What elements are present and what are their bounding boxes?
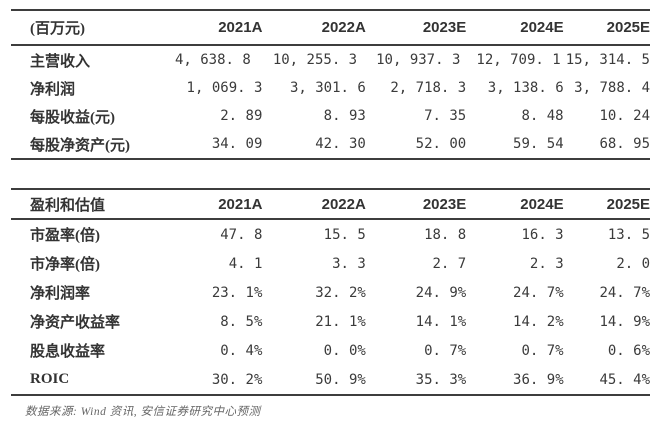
column-header-2023e: 2023E <box>422 195 467 213</box>
valuation-header-row: 盈利和估值 2021A 2022A 2023E 2024E 2025E <box>11 190 650 220</box>
cell-value: 4, 638. 8 <box>174 52 251 68</box>
cell-value: 3, 138. 6 <box>487 80 564 96</box>
financial-summary-table: (百万元) 2021A 2022A 2023E 2024E 2025E 主营收入… <box>11 9 650 160</box>
cell-value: 0. 7% <box>521 342 564 359</box>
table-row-net-margin: 净利润率 23. 1% 32. 2% 24. 9% 24. 7% 24. 7% <box>11 278 650 307</box>
row-label: 市净率(倍) <box>30 257 100 273</box>
column-header-2022a: 2022A <box>321 19 366 36</box>
row-label: 每股收益(元) <box>30 109 115 126</box>
table-row-pb-ratio: 市净率(倍) 4. 1 3. 3 2. 7 2. 3 2. 0 <box>11 249 650 278</box>
cell-value: 42. 30 <box>315 136 366 152</box>
cell-value: 10, 255. 3 <box>272 52 358 68</box>
column-header-2021a: 2021A <box>218 195 263 213</box>
cell-value: 52. 00 <box>415 136 467 152</box>
cell-value: 0. 6% <box>607 342 651 359</box>
cell-value: 35. 3% <box>415 371 467 388</box>
row-label: 净资产收益率 <box>30 315 121 331</box>
row-label: ROIC <box>30 371 70 387</box>
table-row-roic: ROIC 30. 2% 50. 9% 35. 3% 36. 9% 45. 4% <box>11 365 650 394</box>
cell-value: 8. 48 <box>521 108 564 124</box>
cell-value: 2. 89 <box>220 108 263 124</box>
row-label: 主营收入 <box>30 53 91 70</box>
table-row-revenue: 主营收入 4, 638. 8 10, 255. 3 10, 937. 3 12,… <box>11 46 650 74</box>
financial-forecast-report-snippet: (百万元) 2021A 2022A 2023E 2024E 2025E 主营收入… <box>0 9 656 428</box>
cell-value: 2. 7 <box>432 255 467 272</box>
cell-value: 14. 1% <box>415 313 467 330</box>
financial-summary-header-row: (百万元) 2021A 2022A 2023E 2024E 2025E <box>11 11 650 46</box>
cell-value: 30. 2% <box>211 371 263 388</box>
row-label: 每股净资产(元) <box>30 137 130 154</box>
cell-value: 4. 1 <box>228 255 263 272</box>
row-label: 股息收益率 <box>30 344 106 360</box>
data-source-note: 数据来源: Wind 资讯, 安信证券研究中心预测 <box>25 406 261 418</box>
cell-value: 23. 1% <box>211 284 263 301</box>
cell-value: 13. 5 <box>607 226 651 243</box>
cell-value: 14. 2% <box>513 313 564 330</box>
row-label: 净利润 <box>30 81 76 98</box>
valuation-table-title: 盈利和估值 <box>30 197 106 214</box>
unit-label: (百万元) <box>30 21 85 37</box>
cell-value: 2. 3 <box>529 255 564 272</box>
cell-value: 1, 069. 3 <box>186 80 263 96</box>
valuation-table: 盈利和估值 2021A 2022A 2023E 2024E 2025E 市盈率(… <box>11 188 650 396</box>
cell-value: 7. 35 <box>424 108 467 124</box>
table-row-eps: 每股收益(元) 2. 89 8. 93 7. 35 8. 48 10. 24 <box>11 102 650 130</box>
cell-value: 21. 1% <box>315 313 366 330</box>
column-header-2024e: 2024E <box>520 19 564 36</box>
cell-value: 15, 314. 5 <box>565 52 650 68</box>
cell-value: 47. 8 <box>220 226 263 243</box>
cell-value: 24. 7% <box>513 284 564 301</box>
cell-value: 16. 3 <box>521 226 564 243</box>
cell-value: 12, 709. 1 <box>476 52 561 68</box>
column-header-2021a: 2021A <box>218 19 263 36</box>
cell-value: 15. 5 <box>323 226 366 243</box>
cell-value: 24. 9% <box>415 284 467 301</box>
row-label: 净利润率 <box>30 286 91 302</box>
column-header-2023e: 2023E <box>422 19 467 36</box>
table-row-roe: 净资产收益率 8. 5% 21. 1% 14. 1% 14. 2% 14. 9% <box>11 307 650 336</box>
table-row-bvps: 每股净资产(元) 34. 09 42. 30 52. 00 59. 54 68.… <box>11 130 650 158</box>
cell-value: 3, 788. 4 <box>574 80 651 96</box>
table-row-pe-ratio: 市盈率(倍) 47. 8 15. 5 18. 8 16. 3 13. 5 <box>11 220 650 249</box>
cell-value: 36. 9% <box>513 371 564 388</box>
column-header-2025e: 2025E <box>606 195 651 213</box>
cell-value: 0. 7% <box>424 342 467 359</box>
cell-value: 14. 9% <box>599 313 651 330</box>
cell-value: 2, 718. 3 <box>390 80 467 96</box>
cell-value: 34. 09 <box>211 136 263 152</box>
cell-value: 45. 4% <box>599 371 651 388</box>
cell-value: 3. 3 <box>332 255 366 272</box>
cell-value: 8. 93 <box>323 108 366 124</box>
table-row-net-profit: 净利润 1, 069. 3 3, 301. 6 2, 718. 3 3, 138… <box>11 74 650 102</box>
cell-value: 0. 4% <box>220 342 263 359</box>
column-header-2024e: 2024E <box>520 195 564 213</box>
cell-value: 2. 0 <box>616 255 651 272</box>
cell-value: 50. 9% <box>315 371 366 388</box>
cell-value: 10. 24 <box>599 108 651 124</box>
column-header-2025e: 2025E <box>606 19 651 36</box>
cell-value: 18. 8 <box>424 226 467 243</box>
cell-value: 8. 5% <box>220 313 263 330</box>
cell-value: 68. 95 <box>599 136 651 152</box>
cell-value: 24. 7% <box>599 284 651 301</box>
row-label: 市盈率(倍) <box>30 228 100 244</box>
cell-value: 10, 937. 3 <box>376 52 461 68</box>
cell-value: 0. 0% <box>323 342 366 359</box>
cell-value: 59. 54 <box>513 136 564 152</box>
cell-value: 3, 301. 6 <box>289 80 366 96</box>
table-row-dividend-yield: 股息收益率 0. 4% 0. 0% 0. 7% 0. 7% 0. 6% <box>11 336 650 365</box>
column-header-2022a: 2022A <box>321 195 366 213</box>
cell-value: 32. 2% <box>315 284 366 301</box>
